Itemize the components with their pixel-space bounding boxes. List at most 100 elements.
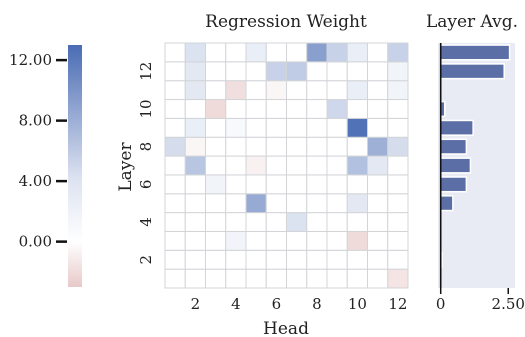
heatmap-cell	[225, 212, 247, 232]
heatmap-cell	[225, 230, 247, 251]
heatmap-cell	[164, 193, 186, 214]
heatmap-y-tick-label: 6	[137, 180, 155, 190]
layer-avg-bar	[439, 44, 511, 61]
layer-avg-bar	[439, 119, 474, 136]
heatmap-cell	[265, 212, 287, 232]
heatmap-cell	[265, 117, 287, 138]
heatmap-cell	[265, 249, 287, 270]
heatmap-cell	[225, 268, 247, 289]
heatmap-cell	[225, 117, 247, 138]
heatmap-cell	[367, 42, 389, 63]
layer-avg-x-ticks: 0 2.50	[436, 288, 525, 313]
heatmap-cell	[245, 249, 267, 270]
heatmap-cell	[326, 61, 348, 82]
heatmap-cell	[367, 268, 389, 289]
heatmap-cell	[205, 80, 227, 101]
heatmap-cell	[164, 212, 186, 232]
heatmap-cell	[387, 80, 409, 101]
heatmap-cell	[184, 42, 206, 63]
heatmap-cell	[326, 193, 348, 214]
heatmap-cell	[286, 61, 308, 82]
heatmap-y-ticks: 2 4 6 8 10 12	[137, 62, 155, 265]
colorbar: 12.00 8.00 4.00 0.00	[9, 45, 82, 287]
heatmap-cell	[286, 174, 308, 195]
heatmap-cell	[164, 99, 186, 119]
heatmap-cell	[164, 268, 186, 289]
heatmap-y-tick-label: 10	[137, 99, 155, 118]
heatmap-cell	[225, 61, 247, 82]
heatmap-cell	[245, 193, 267, 214]
heatmap-cell	[346, 155, 368, 176]
heatmap-cell	[184, 212, 206, 232]
heatmap-cell	[346, 136, 368, 157]
heatmap-cell	[367, 212, 389, 232]
heatmap-cell	[245, 136, 267, 157]
heatmap-cell	[367, 61, 389, 82]
heatmap-cell	[225, 42, 247, 63]
heatmap-cell	[245, 42, 267, 63]
heatmap-cell	[164, 249, 186, 270]
heatmap-cell	[205, 193, 227, 214]
heatmap-cell	[205, 117, 227, 138]
heatmap-cell	[205, 249, 227, 270]
heatmap-cell	[367, 99, 389, 119]
heatmap-cell	[164, 174, 186, 195]
layer-avg-bar	[439, 195, 454, 212]
heatmap-x-tick-label: 2	[191, 295, 201, 313]
heatmap-cell	[286, 42, 308, 63]
heatmap-cell	[225, 155, 247, 176]
heatmap-cell	[205, 99, 227, 119]
heatmap-cell	[306, 230, 328, 251]
heatmap-cell	[306, 268, 328, 289]
heatmap-cell	[184, 230, 206, 251]
heatmap-y-tick-label: 12	[137, 62, 155, 81]
heatmap-cell	[387, 230, 409, 251]
heatmap-cell	[265, 61, 287, 82]
layer-avg-x-tick-label: 0	[436, 295, 446, 313]
heatmap-cell	[286, 155, 308, 176]
heatmap-x-tick-label: 6	[272, 295, 282, 313]
heatmap-cells	[164, 42, 409, 289]
heatmap-cell	[367, 80, 389, 101]
heatmap-cell	[205, 174, 227, 195]
heatmap-cell	[225, 174, 247, 195]
heatmap-cell	[326, 230, 348, 251]
heatmap-x-tick-label: 10	[348, 295, 367, 313]
heatmap-cell	[265, 193, 287, 214]
heatmap-cell	[286, 212, 308, 232]
heatmap-cell	[387, 174, 409, 195]
heatmap-cell	[326, 99, 348, 119]
heatmap-cell	[387, 61, 409, 82]
heatmap-y-tick-label: 2	[137, 255, 155, 265]
heatmap-cell	[164, 230, 186, 251]
heatmap-x-tick-label: 8	[312, 295, 322, 313]
heatmap-cell	[286, 80, 308, 101]
heatmap-cell	[164, 155, 186, 176]
heatmap-cell	[387, 212, 409, 232]
colorbar-tick-label: 4.00	[19, 172, 52, 190]
heatmap-cell	[265, 174, 287, 195]
heatmap-cell	[286, 230, 308, 251]
heatmap-cell	[265, 268, 287, 289]
heatmap-cell	[326, 117, 348, 138]
heatmap-y-tick-label: 4	[137, 217, 155, 227]
heatmap-cell	[387, 99, 409, 119]
heatmap-x-tick-label: 4	[231, 295, 241, 313]
heatmap-cell	[306, 117, 328, 138]
heatmap-cell	[346, 249, 368, 270]
heatmap-cell	[387, 42, 409, 63]
heatmap-cell	[205, 212, 227, 232]
colorbar-tick-label: 8.00	[19, 112, 52, 130]
heatmap-cell	[245, 80, 267, 101]
heatmap-cell	[184, 117, 206, 138]
heatmap-cell	[346, 212, 368, 232]
heatmap-cell	[184, 155, 206, 176]
heatmap-cell	[164, 80, 186, 101]
heatmap-cell	[346, 80, 368, 101]
heatmap-cell	[225, 136, 247, 157]
heatmap-cell	[346, 42, 368, 63]
heatmap-cell	[387, 268, 409, 289]
heatmap-cell	[245, 268, 267, 289]
heatmap-cell	[306, 80, 328, 101]
heatmap-cell	[387, 249, 409, 270]
